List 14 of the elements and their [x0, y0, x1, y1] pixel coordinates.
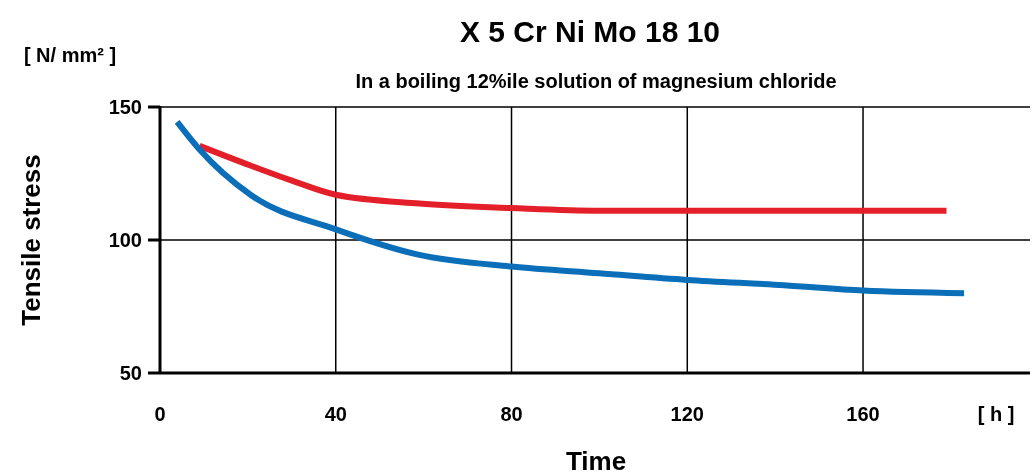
chart-title: X 5 Cr Ni Mo 18 10 — [459, 15, 721, 48]
x-tick-label: 80 — [500, 403, 523, 425]
y-tick-label: 150 — [108, 96, 142, 118]
y-axis-title: Tensile stress — [16, 154, 46, 326]
x-tick-label: 120 — [670, 403, 704, 425]
x-tick-label: 0 — [154, 403, 166, 425]
y-tick-label: 100 — [108, 229, 142, 251]
text: [ N/ mm² ] — [23, 44, 117, 66]
y-tick-label: 50 — [119, 362, 142, 384]
x-axis-title: Time — [565, 446, 627, 475]
chart-subtitle: In a boiling 12%ile solution of magnesium chloride — [355, 70, 837, 92]
text: [ h ] — [977, 403, 1015, 425]
x-tick-label: 160 — [846, 403, 880, 425]
x-tick-label: 40 — [324, 403, 347, 425]
